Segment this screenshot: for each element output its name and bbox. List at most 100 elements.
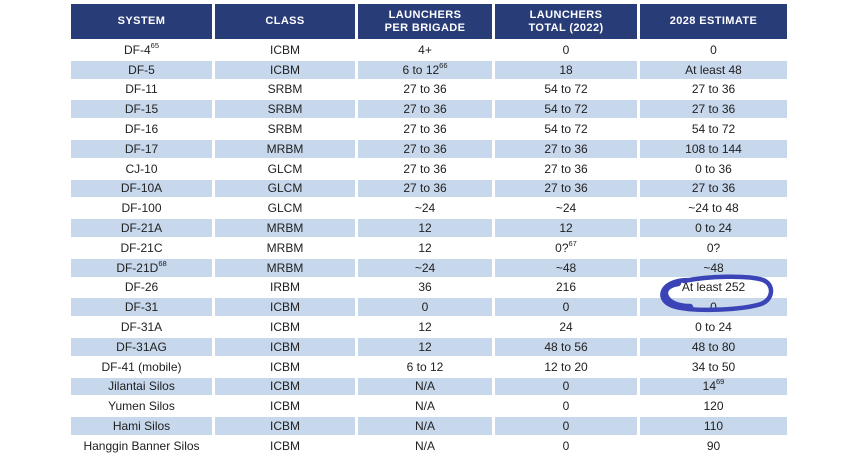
- cell-system: DF-100: [71, 199, 212, 218]
- table-header-row: SYSTEM CLASS LAUNCHERS PER BRIGADE LAUNCHER…: [71, 4, 787, 39]
- cell-class: MRBM: [215, 258, 355, 277]
- cell-class: ICBM: [215, 60, 355, 79]
- footnote-marker: 66: [439, 60, 448, 70]
- cell-class: ICBM: [215, 357, 355, 376]
- footnote-marker: 67: [568, 238, 577, 248]
- cell-launchers-per-brigade: N/A: [358, 436, 492, 455]
- cell-launchers-total-2022: 0: [495, 41, 637, 59]
- cell-launchers-per-brigade: N/A: [358, 377, 492, 396]
- cell-class: ICBM: [215, 298, 355, 317]
- cell-2028-estimate: 0: [640, 298, 787, 317]
- table-row: DF-15 SRBM 27 to 36 54 to 72 27 to 36: [71, 100, 787, 119]
- column-header-launchers-total-2022: LAUNCHERS TOTAL (2022): [495, 4, 637, 39]
- cell-2028-estimate: 90: [640, 436, 787, 455]
- footnote-marker: 69: [716, 377, 725, 387]
- cell-class: MRBM: [215, 238, 355, 257]
- cell-class: ICBM: [215, 377, 355, 396]
- cell-system: DF-16: [71, 120, 212, 138]
- table-row: DF-10A GLCM 27 to 36 27 to 36 27 to 36: [71, 179, 787, 198]
- cell-system: DF-11: [71, 80, 212, 99]
- cell-launchers-per-brigade: ~24: [358, 199, 492, 218]
- table-row: Hanggin Banner Silos ICBM N/A 0 90: [71, 436, 787, 455]
- column-header-2028-estimate: 2028 ESTIMATE: [640, 4, 787, 39]
- cell-2028-estimate: 27 to 36: [640, 100, 787, 119]
- column-header-system: SYSTEM: [71, 4, 212, 39]
- cell-class: IRBM: [215, 278, 355, 297]
- table-row: DF-5 ICBM 6 to 1266 18 At least 48: [71, 60, 787, 79]
- cell-launchers-total-2022: 0: [495, 377, 637, 396]
- cell-launchers-total-2022: 27 to 36: [495, 139, 637, 158]
- cell-launchers-per-brigade: 12: [358, 219, 492, 237]
- cell-launchers-per-brigade: 27 to 36: [358, 120, 492, 138]
- cell-launchers-total-2022: 54 to 72: [495, 100, 637, 119]
- cell-class: SRBM: [215, 120, 355, 138]
- cell-class: ICBM: [215, 337, 355, 356]
- cell-system: DF-17: [71, 139, 212, 158]
- cell-2028-estimate: 0 to 24: [640, 318, 787, 336]
- cell-launchers-total-2022: 18: [495, 60, 637, 79]
- cell-launchers-per-brigade: 27 to 36: [358, 100, 492, 119]
- cell-launchers-total-2022: 54 to 72: [495, 80, 637, 99]
- table-row: DF-11 SRBM 27 to 36 54 to 72 27 to 36: [71, 80, 787, 99]
- cell-system: Jilantai Silos: [71, 377, 212, 396]
- cell-launchers-per-brigade: 27 to 36: [358, 80, 492, 99]
- table-row: DF-31AG ICBM 12 48 to 56 48 to 80: [71, 337, 787, 356]
- cell-launchers-total-2022: 0: [495, 417, 637, 435]
- cell-2028-estimate: 27 to 36: [640, 179, 787, 198]
- cell-system: Yumen Silos: [71, 397, 212, 416]
- table-row: CJ-10 GLCM 27 to 36 27 to 36 0 to 36: [71, 159, 787, 178]
- cell-launchers-per-brigade: N/A: [358, 417, 492, 435]
- cell-launchers-total-2022: 0: [495, 436, 637, 455]
- table-row: DF-31 ICBM 0 0 0: [71, 298, 787, 317]
- table-row: DF-465 ICBM 4+ 0 0: [71, 41, 787, 59]
- cell-launchers-total-2022: 0: [495, 397, 637, 416]
- cell-class: MRBM: [215, 219, 355, 237]
- cell-2028-estimate: 110: [640, 417, 787, 435]
- cell-class: SRBM: [215, 80, 355, 99]
- table-row: DF-21C MRBM 12 0?67 0?: [71, 238, 787, 257]
- table-row: DF-31A ICBM 12 24 0 to 24: [71, 318, 787, 336]
- table-row: Hami Silos ICBM N/A 0 110: [71, 417, 787, 435]
- cell-system: DF-10A: [71, 179, 212, 198]
- cell-2028-estimate: 1469: [640, 377, 787, 396]
- cell-system: DF-21C: [71, 238, 212, 257]
- cell-2028-estimate: At least 48: [640, 60, 787, 79]
- cell-class: MRBM: [215, 139, 355, 158]
- cell-class: GLCM: [215, 199, 355, 218]
- cell-system: DF-26: [71, 278, 212, 297]
- column-header-class: CLASS: [215, 4, 355, 39]
- cell-launchers-per-brigade: 36: [358, 278, 492, 297]
- cell-launchers-total-2022: 24: [495, 318, 637, 336]
- cell-launchers-total-2022: 12 to 20: [495, 357, 637, 376]
- table-row: Yumen Silos ICBM N/A 0 120: [71, 397, 787, 416]
- cell-2028-estimate: 120: [640, 397, 787, 416]
- cell-system: Hami Silos: [71, 417, 212, 435]
- cell-launchers-per-brigade: 27 to 36: [358, 159, 492, 178]
- cell-system: DF-21D68: [71, 258, 212, 277]
- cell-system: DF-15: [71, 100, 212, 119]
- table-row: DF-26 IRBM 36 216 At least 252: [71, 278, 787, 297]
- cell-2028-estimate: 48 to 80: [640, 337, 787, 356]
- cell-launchers-total-2022: 48 to 56: [495, 337, 637, 356]
- cell-class: ICBM: [215, 417, 355, 435]
- table-row: DF-100 GLCM ~24 ~24 ~24 to 48: [71, 199, 787, 218]
- cell-class: SRBM: [215, 100, 355, 119]
- cell-launchers-per-brigade: 27 to 36: [358, 179, 492, 198]
- cell-launchers-per-brigade: 12: [358, 238, 492, 257]
- cell-system: Hanggin Banner Silos: [71, 436, 212, 455]
- cell-launchers-total-2022: 27 to 36: [495, 159, 637, 178]
- cell-2028-estimate: 0: [640, 41, 787, 59]
- cell-class: ICBM: [215, 436, 355, 455]
- footnote-marker: 65: [150, 41, 159, 50]
- cell-2028-estimate: 108 to 144: [640, 139, 787, 158]
- table-row: DF-41 (mobile) ICBM 6 to 12 12 to 20 34 to 5…: [71, 357, 787, 376]
- cell-launchers-per-brigade: 6 to 1266: [358, 60, 492, 79]
- cell-class: GLCM: [215, 159, 355, 178]
- cell-launchers-total-2022: 12: [495, 219, 637, 237]
- cell-launchers-per-brigade: 0: [358, 298, 492, 317]
- column-header-launchers-per-brigade: LAUNCHERS PER BRIGADE: [358, 4, 492, 39]
- cell-launchers-per-brigade: 12: [358, 337, 492, 356]
- table-row: DF-16 SRBM 27 to 36 54 to 72 54 to 72: [71, 120, 787, 138]
- cell-system: DF-41 (mobile): [71, 357, 212, 376]
- cell-system: CJ-10: [71, 159, 212, 178]
